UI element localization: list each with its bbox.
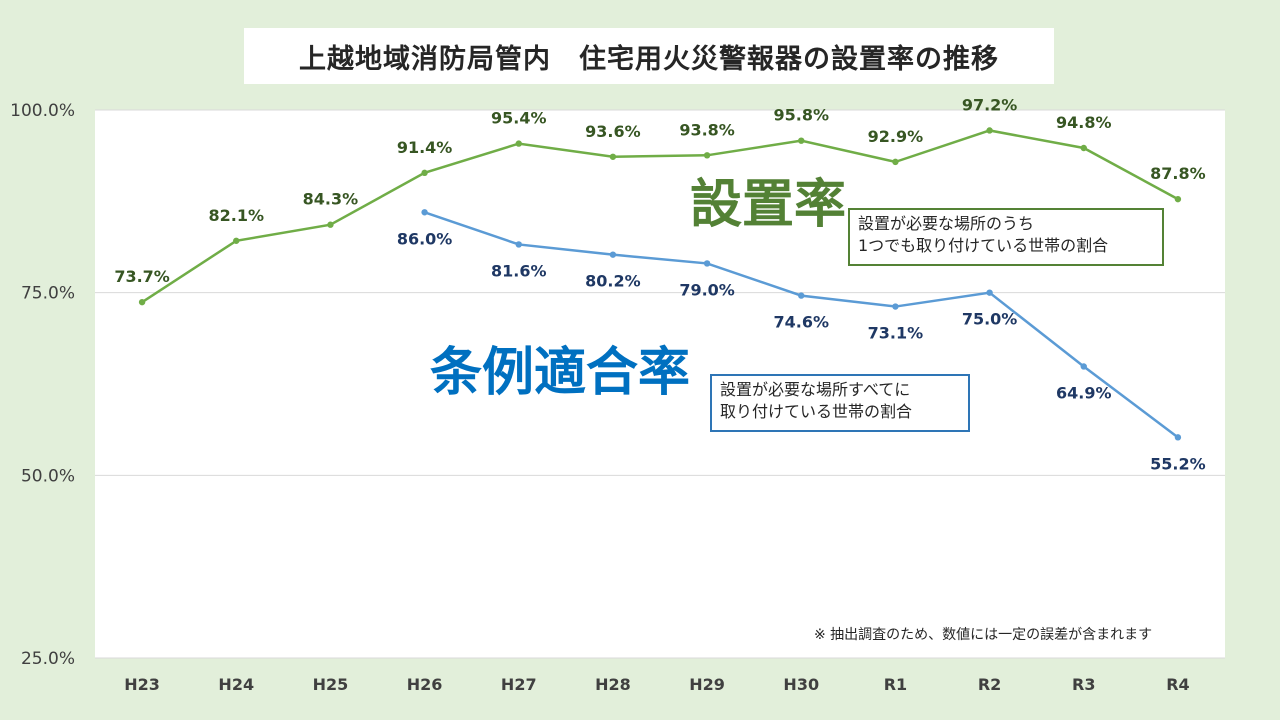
data-label-jorei: 79.0% xyxy=(679,280,735,299)
data-point-setchi xyxy=(1174,195,1182,203)
setchi-description-line-1: 設置が必要な場所のうち xyxy=(858,214,1035,233)
footnote: ※ 抽出調査のため、数値には一定の誤差が含まれます xyxy=(814,627,1153,643)
data-label-jorei: 81.6% xyxy=(491,261,547,280)
data-label-setchi: 82.1% xyxy=(208,206,264,225)
data-point-jorei xyxy=(421,209,428,216)
data-point-setchi xyxy=(138,298,146,306)
series-name-jorei: 条例適合率 xyxy=(430,343,690,403)
x-tick-label: H26 xyxy=(407,675,443,694)
data-label-jorei: 86.0% xyxy=(397,229,453,248)
setchi-description-line-2: 1つでも取り付けている世帯の割合 xyxy=(858,236,1109,255)
x-tick-label: R1 xyxy=(884,675,907,694)
x-tick-label: H27 xyxy=(501,675,537,694)
data-label-setchi: 84.3% xyxy=(303,190,359,209)
series-name-setchi: 設置率 xyxy=(690,175,846,235)
x-axis-ticks: H23 H24 H25 H26 H27 H28 H29 H30 R1 R2 R3 R4 xyxy=(124,675,1189,694)
data-label-setchi: 73.7% xyxy=(114,267,170,286)
data-point-setchi xyxy=(609,153,617,160)
data-point-setchi xyxy=(233,237,240,244)
data-label-jorei: 74.6% xyxy=(773,313,829,332)
x-tick-label: H24 xyxy=(218,675,254,694)
data-label-setchi: 95.4% xyxy=(491,109,547,128)
data-label-jorei: 75.0% xyxy=(962,310,1018,329)
data-label-setchi: 87.8% xyxy=(1150,164,1206,183)
data-label-jorei: 80.2% xyxy=(585,272,641,291)
chart-title: 上越地域消防局管内 住宅用火災警報器の設置率の推移 xyxy=(244,28,1054,84)
y-axis-ticks: 100.0% 75.0% 50.0% 25.0% xyxy=(10,101,75,669)
data-point-setchi xyxy=(327,221,334,228)
x-tick-label: H28 xyxy=(595,675,631,694)
data-label-setchi: 92.9% xyxy=(868,127,924,146)
data-label-setchi: 93.8% xyxy=(679,120,735,139)
data-label-setchi: 94.8% xyxy=(1056,113,1112,132)
jorei-description-box: 設置が必要な場所すべてに 取り付けている世帯の割合 xyxy=(710,374,970,432)
data-point-setchi xyxy=(421,169,428,177)
data-point-jorei xyxy=(1174,434,1182,441)
x-tick-label: H30 xyxy=(783,675,819,694)
y-tick-label: 50.0% xyxy=(21,466,75,486)
data-label-setchi: 91.4% xyxy=(397,138,453,157)
series-line-setchi xyxy=(141,129,1179,304)
data-point-setchi xyxy=(986,127,993,134)
data-labels: 73.7% 82.1% 84.3% 91.4% 95.4% 93.6% 93.8% 95.8%… xyxy=(114,95,1205,473)
data-point-setchi xyxy=(703,152,711,159)
setchi-description-box: 設置が必要な場所のうち 1つでも取り付けている世帯の割合 xyxy=(848,208,1164,266)
plot-area xyxy=(95,110,1225,658)
data-label-setchi: 95.8% xyxy=(773,106,829,125)
x-tick-label: H25 xyxy=(313,675,349,694)
data-label-setchi: 93.6% xyxy=(585,122,641,141)
x-tick-label: H23 xyxy=(124,675,160,694)
data-point-jorei xyxy=(1080,363,1087,370)
x-tick-label: R2 xyxy=(978,675,1001,694)
data-point-jorei xyxy=(798,292,805,299)
y-tick-label: 100.0% xyxy=(10,101,75,121)
data-point-jorei xyxy=(986,289,993,296)
data-point-jorei xyxy=(609,251,617,258)
data-label-jorei: 64.9% xyxy=(1056,383,1112,402)
data-point-setchi xyxy=(798,137,805,144)
x-tick-label: H29 xyxy=(689,675,725,694)
x-tick-label: R3 xyxy=(1072,675,1095,694)
data-label-jorei: 73.1% xyxy=(868,324,924,343)
data-point-setchi xyxy=(515,140,522,147)
data-point-jorei xyxy=(515,241,522,248)
gridlines xyxy=(95,109,1225,659)
y-tick-label: 75.0% xyxy=(21,284,75,304)
data-label-setchi: 97.2% xyxy=(962,95,1018,114)
jorei-description-line-2: 取り付けている世帯の割合 xyxy=(720,402,913,421)
series-points xyxy=(138,127,1182,441)
jorei-description-line-1: 設置が必要な場所すべてに xyxy=(720,380,911,399)
data-point-setchi xyxy=(1080,144,1087,152)
x-tick-label: R4 xyxy=(1166,675,1189,694)
data-label-jorei: 55.2% xyxy=(1150,454,1206,473)
data-point-jorei xyxy=(703,260,711,267)
y-tick-label: 25.0% xyxy=(21,649,75,669)
data-point-jorei xyxy=(892,303,899,310)
data-point-setchi xyxy=(892,158,899,166)
